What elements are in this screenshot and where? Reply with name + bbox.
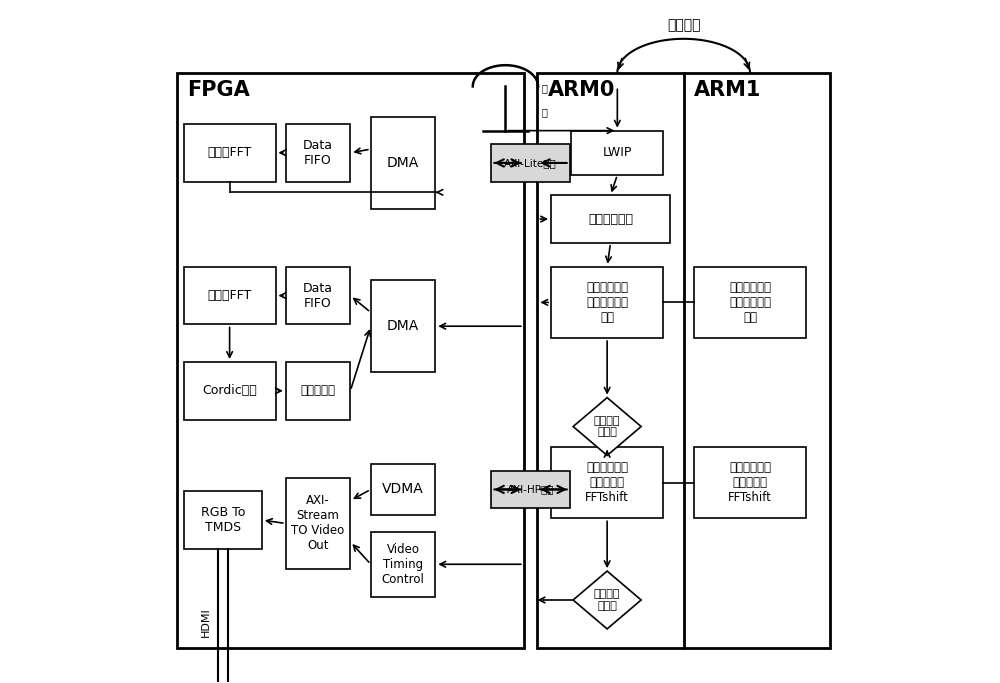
Text: 共享内存: 共享内存 [667,18,700,32]
Text: LWIP: LWIP [603,146,632,159]
FancyBboxPatch shape [371,532,435,596]
FancyBboxPatch shape [694,266,806,338]
FancyBboxPatch shape [184,362,276,420]
Text: 区: 区 [541,107,547,117]
FancyBboxPatch shape [371,117,435,209]
Text: Data
FIFO: Data FIFO [303,281,333,309]
FancyBboxPatch shape [286,362,350,420]
Text: DMA: DMA [387,319,419,333]
FancyBboxPatch shape [286,477,350,570]
Text: 后一半数据的
转置及幅值归
一化: 后一半数据的 转置及幅值归 一化 [729,281,771,324]
Text: 口: 口 [541,83,547,93]
FancyBboxPatch shape [177,73,524,647]
Text: 伪彩色生成: 伪彩色生成 [301,385,336,398]
Text: AXI-Lite端口: AXI-Lite端口 [504,158,557,168]
FancyBboxPatch shape [694,447,806,518]
FancyBboxPatch shape [184,124,276,182]
FancyBboxPatch shape [551,447,663,518]
FancyBboxPatch shape [371,280,435,372]
Text: HDMI: HDMI [201,607,211,637]
Text: 两部分操
作完成: 两部分操 作完成 [594,589,620,611]
FancyBboxPatch shape [184,491,262,549]
Text: 方位向FFT: 方位向FFT [207,289,252,302]
FancyBboxPatch shape [571,130,663,175]
FancyBboxPatch shape [491,471,570,508]
Text: Video
Timing
Control: Video Timing Control [382,543,425,586]
Text: ARM1: ARM1 [694,80,761,100]
Text: VDMA: VDMA [382,482,424,497]
Text: Cordic取模: Cordic取模 [202,385,257,398]
Text: 前一半数据的
转置及幅值归
一化: 前一半数据的 转置及幅值归 一化 [586,281,628,324]
Text: ARM0: ARM0 [548,80,615,100]
Polygon shape [573,398,641,456]
Text: 插值矩阵映射: 插值矩阵映射 [588,212,633,225]
Polygon shape [573,571,641,629]
FancyBboxPatch shape [551,266,663,338]
Text: Data
FIFO: Data FIFO [303,139,333,167]
Text: 前一半数据的
转置及二维
FFTshift: 前一半数据的 转置及二维 FFTshift [585,461,629,504]
Text: FPGA: FPGA [187,80,250,100]
Text: 两部分操
作完成: 两部分操 作完成 [594,416,620,437]
Text: 距离向FFT: 距离向FFT [207,146,252,159]
FancyBboxPatch shape [491,144,570,182]
FancyBboxPatch shape [286,266,350,324]
FancyBboxPatch shape [537,73,830,647]
Text: AXI-HP端口: AXI-HP端口 [507,484,554,494]
FancyBboxPatch shape [184,266,276,324]
Text: AXI-
Stream
TO Video
Out: AXI- Stream TO Video Out [291,494,345,553]
Text: RGB To
TMDS: RGB To TMDS [201,506,245,534]
FancyBboxPatch shape [551,195,670,243]
Text: DMA: DMA [387,156,419,170]
FancyBboxPatch shape [371,464,435,515]
FancyBboxPatch shape [286,124,350,182]
Text: 后一半数据的
转置及二维
FFTshift: 后一半数据的 转置及二维 FFTshift [728,461,772,504]
